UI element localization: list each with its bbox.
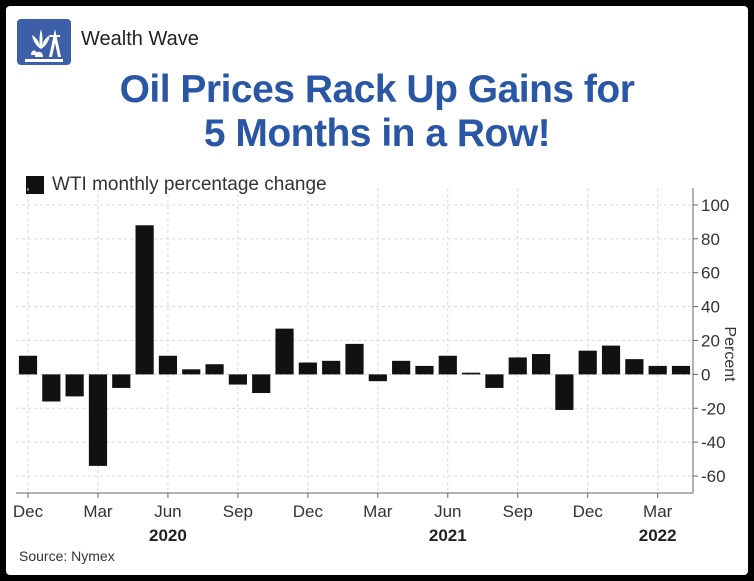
brand-name: Wealth Wave xyxy=(81,28,199,50)
x-tick-label: Mar xyxy=(83,502,113,521)
x-tick-label: Dec xyxy=(293,502,324,521)
bar xyxy=(531,354,551,375)
x-tick-label: Mar xyxy=(643,502,673,521)
bar xyxy=(345,343,364,375)
y-tick-label: 80 xyxy=(701,230,720,249)
bar xyxy=(648,365,667,375)
bar xyxy=(135,225,154,375)
bar xyxy=(252,374,271,394)
x-tick-label: Sep xyxy=(503,502,533,521)
x-year-label: 2020 xyxy=(149,526,187,545)
bar xyxy=(65,374,84,397)
axes: 100 80 60 40 20 0 -20 -40 -60 Percent Dec Mar Jun Sep… xyxy=(13,188,738,545)
x-year-label: 2021 xyxy=(429,526,467,545)
bar xyxy=(462,372,481,375)
bar xyxy=(275,328,294,375)
bar xyxy=(18,355,38,375)
y-tick-label: 40 xyxy=(701,298,720,317)
x-tick-label: Dec xyxy=(573,502,604,521)
bar xyxy=(601,345,621,375)
y-tick-label: 60 xyxy=(701,264,720,283)
bar xyxy=(392,360,411,375)
bar xyxy=(368,374,387,382)
x-year-label: 2022 xyxy=(639,526,677,545)
bar xyxy=(625,359,644,375)
chart-title-line-2: 5 Months in a Row! xyxy=(203,112,551,155)
bar xyxy=(205,364,224,375)
legend-label: WTI monthly percentage change xyxy=(52,174,327,195)
y-tick-label: -60 xyxy=(701,467,726,486)
x-tick-label: Jun xyxy=(434,502,461,521)
bar xyxy=(88,374,108,466)
x-tick-label: Dec xyxy=(13,502,44,521)
bar xyxy=(182,369,201,375)
grid-lines xyxy=(16,188,693,493)
bar xyxy=(485,374,504,388)
legend-swatch xyxy=(26,176,44,194)
bar xyxy=(298,362,317,375)
bar xyxy=(228,374,247,385)
bar xyxy=(112,374,131,388)
brand-logo xyxy=(17,19,71,65)
bars xyxy=(18,225,691,466)
chart-card: Wealth Wave Oil Prices Rack Up Gains for… xyxy=(6,6,748,575)
bar xyxy=(322,360,341,375)
y-tick-label: -20 xyxy=(701,399,726,418)
chart-legend: WTI monthly percentage change xyxy=(26,174,327,196)
bar xyxy=(415,365,434,375)
x-tick-label: Mar xyxy=(363,502,393,521)
bar xyxy=(671,365,691,375)
chart-title-line-1: Oil Prices Rack Up Gains for xyxy=(119,68,635,111)
bar xyxy=(555,374,574,410)
bar xyxy=(42,374,61,402)
y-tick-label: 20 xyxy=(701,332,720,351)
chart-title: Oil Prices Rack Up Gains for 5 Months in… xyxy=(6,68,748,156)
bar xyxy=(438,355,457,375)
bar xyxy=(508,357,527,375)
x-tick-label: Jun xyxy=(154,502,181,521)
source-note: Source: Nymex xyxy=(19,548,115,564)
oil-derrick-cannabis-leaf-icon xyxy=(25,29,63,62)
y-axis-label: Percent xyxy=(721,326,738,382)
y-tick-label: -40 xyxy=(701,433,726,452)
x-tick-label: Sep xyxy=(223,502,253,521)
bar-chart: 100 80 60 40 20 0 -20 -40 -60 Percent Dec Mar Jun Sep… xyxy=(13,188,738,545)
bar xyxy=(578,350,597,375)
y-tick-label: 0 xyxy=(701,365,710,384)
bar xyxy=(158,355,178,375)
y-tick-label: 100 xyxy=(701,196,729,215)
